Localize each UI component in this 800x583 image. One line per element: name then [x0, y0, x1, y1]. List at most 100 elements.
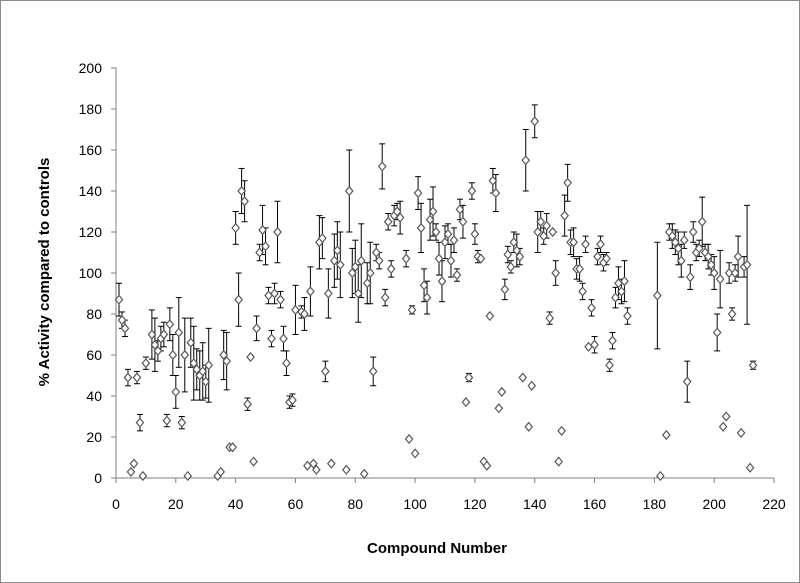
- x-axis-title: Compound Number: [367, 540, 507, 557]
- data-point: [356, 255, 366, 266]
- data-point: [365, 267, 375, 279]
- x-tick-label: 220: [762, 496, 786, 512]
- data-point: [551, 267, 561, 279]
- data-point: [503, 249, 513, 260]
- data-point: [539, 230, 549, 242]
- x-tick-labels: 0 20 40 60 80 100 120 140 160 180 200 220: [112, 496, 786, 512]
- data-point: [186, 337, 196, 348]
- data-point: [228, 442, 238, 453]
- y-tick-label: 0: [94, 470, 102, 486]
- data-point: [350, 261, 360, 272]
- data-point: [455, 204, 465, 215]
- y-tick-label: 200: [79, 60, 103, 76]
- data-point: [709, 267, 719, 279]
- data-point: [180, 349, 190, 361]
- data-point: [679, 235, 689, 246]
- data-point: [321, 366, 330, 377]
- data-point: [461, 397, 471, 408]
- data-point: [201, 376, 211, 387]
- y-tick-label: 20: [86, 429, 102, 445]
- data-point: [323, 288, 333, 299]
- x-tick-label: 40: [228, 496, 244, 512]
- data-point: [368, 366, 378, 377]
- data-point: [243, 399, 252, 410]
- data-point: [724, 267, 734, 279]
- data-point: [497, 386, 507, 398]
- data-point: [404, 433, 414, 445]
- data-point: [165, 319, 175, 330]
- data-point: [335, 259, 345, 270]
- data-point: [727, 308, 737, 320]
- x-tick-label: 20: [168, 496, 184, 512]
- data-point: [661, 429, 671, 441]
- data-point: [132, 372, 142, 383]
- data-point: [673, 243, 683, 254]
- data-point: [518, 372, 528, 383]
- data-point: [267, 333, 276, 344]
- x-tick-label: 140: [523, 496, 547, 512]
- data-point: [413, 187, 423, 199]
- data-point: [575, 263, 584, 275]
- data-point: [341, 464, 351, 475]
- data-point: [703, 251, 713, 262]
- data-point: [425, 214, 435, 225]
- data-point: [249, 456, 258, 467]
- data-point: [279, 333, 288, 344]
- data-point: [548, 226, 558, 238]
- data-point: [171, 386, 181, 398]
- data-point: [623, 310, 632, 322]
- data-point: [593, 251, 602, 262]
- data-point: [362, 278, 372, 289]
- data-point: [126, 466, 136, 477]
- data-point: [114, 294, 124, 305]
- data-point: [521, 155, 531, 166]
- data-point: [117, 315, 127, 326]
- data-point: [446, 255, 456, 266]
- data-point: [383, 216, 393, 227]
- data-point: [150, 339, 160, 350]
- data-point: [252, 323, 261, 334]
- x-tick-label: 160: [583, 496, 607, 512]
- data-point: [255, 247, 264, 258]
- data-point: [655, 470, 665, 482]
- data-point: [422, 292, 432, 303]
- data-point: [219, 349, 229, 361]
- data-point: [605, 360, 614, 371]
- error-bars: [115, 104, 757, 432]
- data-point: [652, 290, 662, 301]
- data-point: [563, 177, 572, 188]
- data-points: [114, 116, 758, 482]
- data-point: [527, 380, 537, 391]
- data-point: [745, 462, 755, 473]
- data-point: [611, 292, 620, 303]
- data-point: [371, 247, 381, 258]
- data-point: [135, 417, 145, 428]
- y-tick-labels: 0 20 40 60 80 100 120 140 160 180 200: [79, 60, 103, 486]
- data-point: [258, 224, 267, 236]
- data-point: [467, 185, 477, 197]
- data-point: [410, 448, 420, 459]
- data-point: [359, 468, 369, 480]
- data-point: [670, 237, 680, 248]
- data-point: [730, 267, 740, 279]
- data-point: [437, 276, 447, 287]
- y-tick-label: 140: [79, 183, 103, 199]
- y-tick-label: 100: [79, 265, 103, 281]
- data-point: [159, 329, 169, 340]
- data-point: [288, 394, 297, 406]
- data-point: [443, 228, 453, 240]
- data-point: [694, 243, 704, 254]
- x-tick-label: 200: [703, 496, 727, 512]
- data-point: [748, 360, 758, 371]
- y-tick-label: 60: [86, 347, 102, 363]
- x-tick-label: 100: [403, 496, 427, 512]
- data-point: [608, 335, 617, 346]
- data-point: [509, 237, 519, 248]
- data-point: [602, 253, 611, 264]
- data-point: [374, 255, 384, 266]
- data-point: [530, 116, 540, 127]
- data-point: [500, 284, 510, 295]
- data-point: [524, 421, 534, 432]
- data-point: [407, 304, 417, 316]
